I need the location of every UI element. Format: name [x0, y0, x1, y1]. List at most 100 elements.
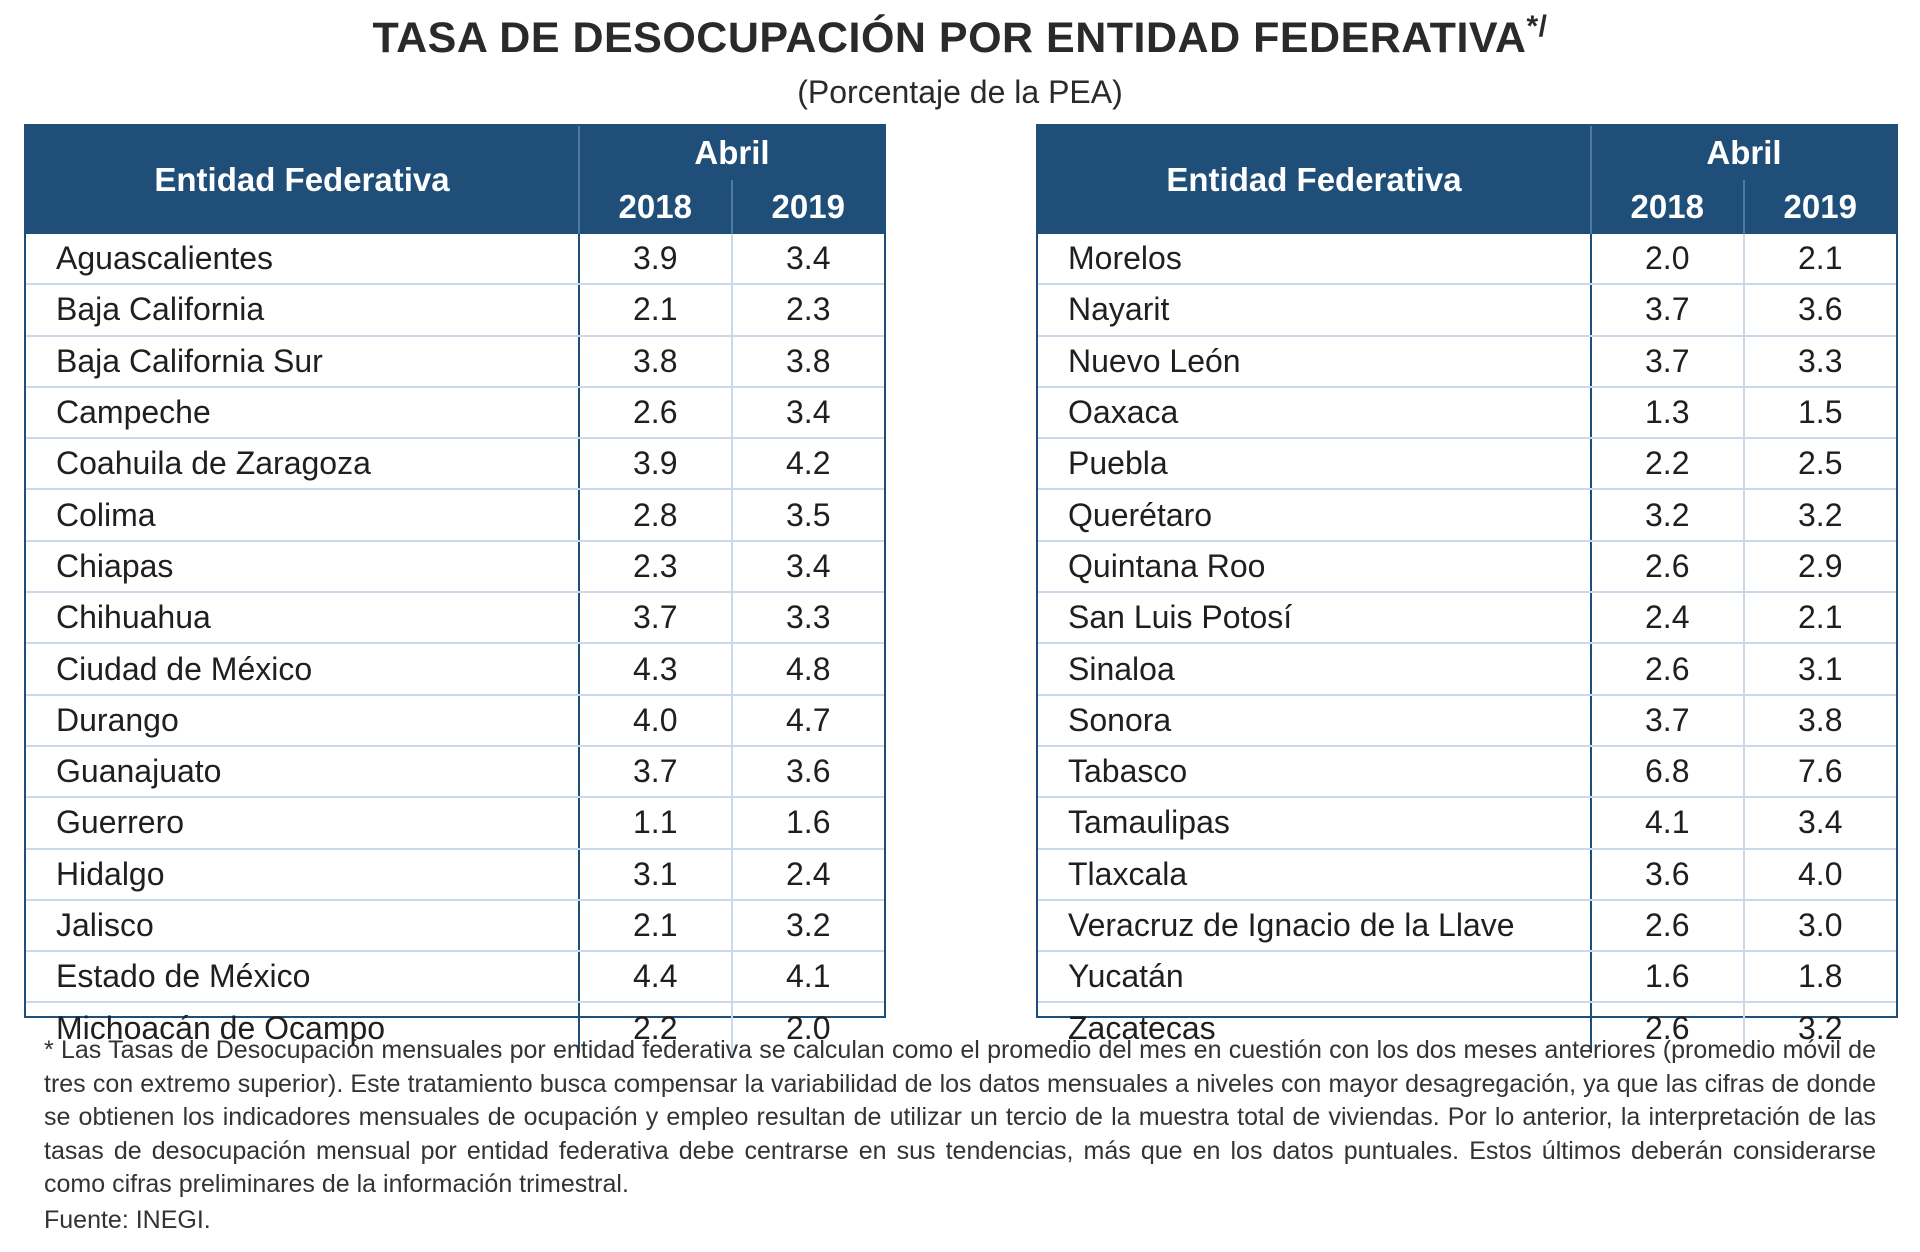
table-row: Quintana Roo 2.6 2.9	[1038, 540, 1896, 594]
value-2018-cell: 3.7	[1591, 694, 1745, 747]
value-2019-cell: 4.2	[731, 438, 884, 491]
table-right: Entidad Federativa Abril 2018 2019 Morel…	[1038, 126, 1896, 1053]
value-2018-cell: 1.1	[579, 797, 733, 850]
entity-cell: Jalisco	[26, 899, 580, 953]
entity-cell: Guerrero	[26, 797, 580, 850]
entity-cell: Nayarit	[1038, 284, 1592, 337]
value-2018-cell: 2.6	[1591, 540, 1745, 594]
table-row: Hidalgo 3.1 2.4	[26, 848, 884, 901]
table-row: Guanajuato 3.7 3.6	[26, 745, 884, 799]
entity-cell: Tabasco	[1038, 745, 1592, 799]
footnote: * Las Tasas de Desocupación mensuales po…	[44, 1036, 1876, 1198]
table-row: Tlaxcala 3.6 4.0	[1038, 848, 1896, 901]
table-row: Coahuila de Zaragoza 3.9 4.2	[26, 438, 884, 491]
value-2018-cell: 2.6	[1591, 643, 1745, 696]
value-2018-cell: 3.1	[579, 848, 733, 901]
value-2018-cell: 1.6	[1591, 951, 1745, 1004]
value-2019-cell: 3.8	[1743, 694, 1896, 747]
entity-cell: Sonora	[1038, 694, 1592, 747]
header-entity: Entidad Federativa	[1038, 126, 1592, 234]
value-2019-cell: 2.5	[1743, 438, 1896, 491]
entity-cell: Yucatán	[1038, 951, 1592, 1004]
value-2019-cell: 3.4	[731, 540, 884, 594]
title-footnote-marker: */	[1526, 10, 1548, 43]
value-2019-cell: 4.0	[1743, 848, 1896, 901]
value-2018-cell: 4.1	[1591, 797, 1745, 850]
value-2018-cell: 1.3	[1591, 386, 1745, 440]
header-year-2018: 2018	[579, 180, 733, 234]
value-2018-cell: 2.6	[579, 386, 733, 440]
entity-cell: Baja California	[26, 284, 580, 337]
table-row: Estado de México 4.4 4.1	[26, 951, 884, 1004]
value-2018-cell: 3.7	[1591, 284, 1745, 337]
header-month: Abril	[579, 126, 884, 180]
entity-cell: Hidalgo	[26, 848, 580, 901]
entity-cell: Veracruz de Ignacio de la Llave	[1038, 899, 1592, 953]
table-row: Tabasco 6.8 7.6	[1038, 745, 1896, 799]
value-2018-cell: 3.8	[579, 335, 733, 388]
unemployment-table-right: Entidad Federativa Abril 2018 2019 Morel…	[1036, 124, 1898, 1053]
entity-cell: Durango	[26, 694, 580, 747]
table-row: Baja California Sur 3.8 3.8	[26, 335, 884, 388]
value-2019-cell: 2.4	[731, 848, 884, 901]
table-row: Morelos 2.0 2.1	[1038, 234, 1896, 286]
value-2019-cell: 3.8	[731, 335, 884, 388]
table-row: Campeche 2.6 3.4	[26, 386, 884, 440]
value-2019-cell: 3.2	[1798, 1009, 1843, 1046]
table-row: Tamaulipas 4.1 3.4	[1038, 797, 1896, 850]
entity-cell: Ciudad de México	[26, 643, 580, 696]
value-2019-cell: 2.9	[1743, 540, 1896, 594]
table-row: Yucatán 1.6 1.8	[1038, 951, 1896, 1004]
header-year-2019: 2019	[1743, 180, 1896, 234]
entity-cell: Puebla	[1038, 438, 1592, 491]
value-2018-cell: 2.6	[1591, 1002, 1745, 1053]
value-2018-cell: 3.6	[1591, 848, 1745, 901]
value-2018-cell: 2.2	[1591, 438, 1745, 491]
entity-cell: Oaxaca	[1038, 386, 1592, 440]
table-right-body: Morelos 2.0 2.1 Nayarit 3.7 3.6 Nuevo León 3.7 3…	[1038, 234, 1896, 1053]
source-note: Fuente: INEGI.	[44, 1206, 211, 1234]
entity-cell: Aguascalientes	[26, 234, 580, 286]
value-2019-cell: 1.8	[1743, 951, 1896, 1004]
page-title: TASA DE DESOCUPACIÓN POR ENTIDAD FEDERAT…	[0, 10, 1920, 63]
value-2019-cell: 3.2	[1743, 489, 1896, 542]
entity-cell: Chiapas	[26, 540, 580, 594]
value-2019-cell: 2.1	[1743, 592, 1896, 645]
entity-cell: Nuevo León	[1038, 335, 1592, 388]
table-row: Zacatecas 2.6 3.2	[1038, 1002, 1896, 1053]
entity-cell: Morelos	[1038, 234, 1592, 286]
value-2018-cell: 2.8	[579, 489, 733, 542]
table-row: Durango 4.0 4.7	[26, 694, 884, 747]
value-2018-cell: 2.3	[579, 540, 733, 594]
header-month: Abril	[1591, 126, 1896, 180]
table-row: Chiapas 2.3 3.4	[26, 540, 884, 594]
value-2019-cell: 3.6	[731, 745, 884, 799]
value-2018-cell: 2.2	[579, 1002, 733, 1053]
table-left-body: Aguascalientes 3.9 3.4 Baja California 2.1 2.…	[26, 234, 884, 1053]
value-2018-cell: 3.9	[579, 234, 733, 286]
entity-cell: Campeche	[26, 386, 580, 440]
value-2019-cell: 3.1	[1743, 643, 1896, 696]
entity-cell: Tlaxcala	[1038, 848, 1592, 901]
table-row: Puebla 2.2 2.5	[1038, 438, 1896, 491]
value-2018-cell: 3.7	[579, 592, 733, 645]
entity-cell: San Luis Potosí	[1038, 592, 1592, 645]
value-2019-cell: 3.2	[731, 899, 884, 953]
value-2018-cell: 4.4	[579, 951, 733, 1004]
value-2018-cell: 2.0	[1591, 234, 1745, 286]
value-2019-cell: 3.3	[731, 592, 884, 645]
unemployment-table-left: Entidad Federativa Abril 2018 2019 Aguas…	[24, 124, 886, 1053]
table-row: Nuevo León 3.7 3.3	[1038, 335, 1896, 388]
value-2019-cell: 1.6	[731, 797, 884, 850]
table-row: Sinaloa 2.6 3.1	[1038, 643, 1896, 696]
value-2019-cell: 3.5	[731, 489, 884, 542]
entity-cell: Zacatecas	[1038, 1002, 1592, 1053]
value-2019-cell: 3.4	[731, 234, 884, 286]
table-row: Jalisco 2.1 3.2	[26, 899, 884, 953]
entity-cell: Michoacán de Ocampo	[26, 1002, 580, 1053]
value-2018-cell: 6.8	[1591, 745, 1745, 799]
value-2018-cell: 2.1	[579, 899, 733, 953]
entity-cell: Chihuahua	[26, 592, 580, 645]
table-row: Sonora 3.7 3.8	[1038, 694, 1896, 747]
entity-cell: Quintana Roo	[1038, 540, 1592, 594]
